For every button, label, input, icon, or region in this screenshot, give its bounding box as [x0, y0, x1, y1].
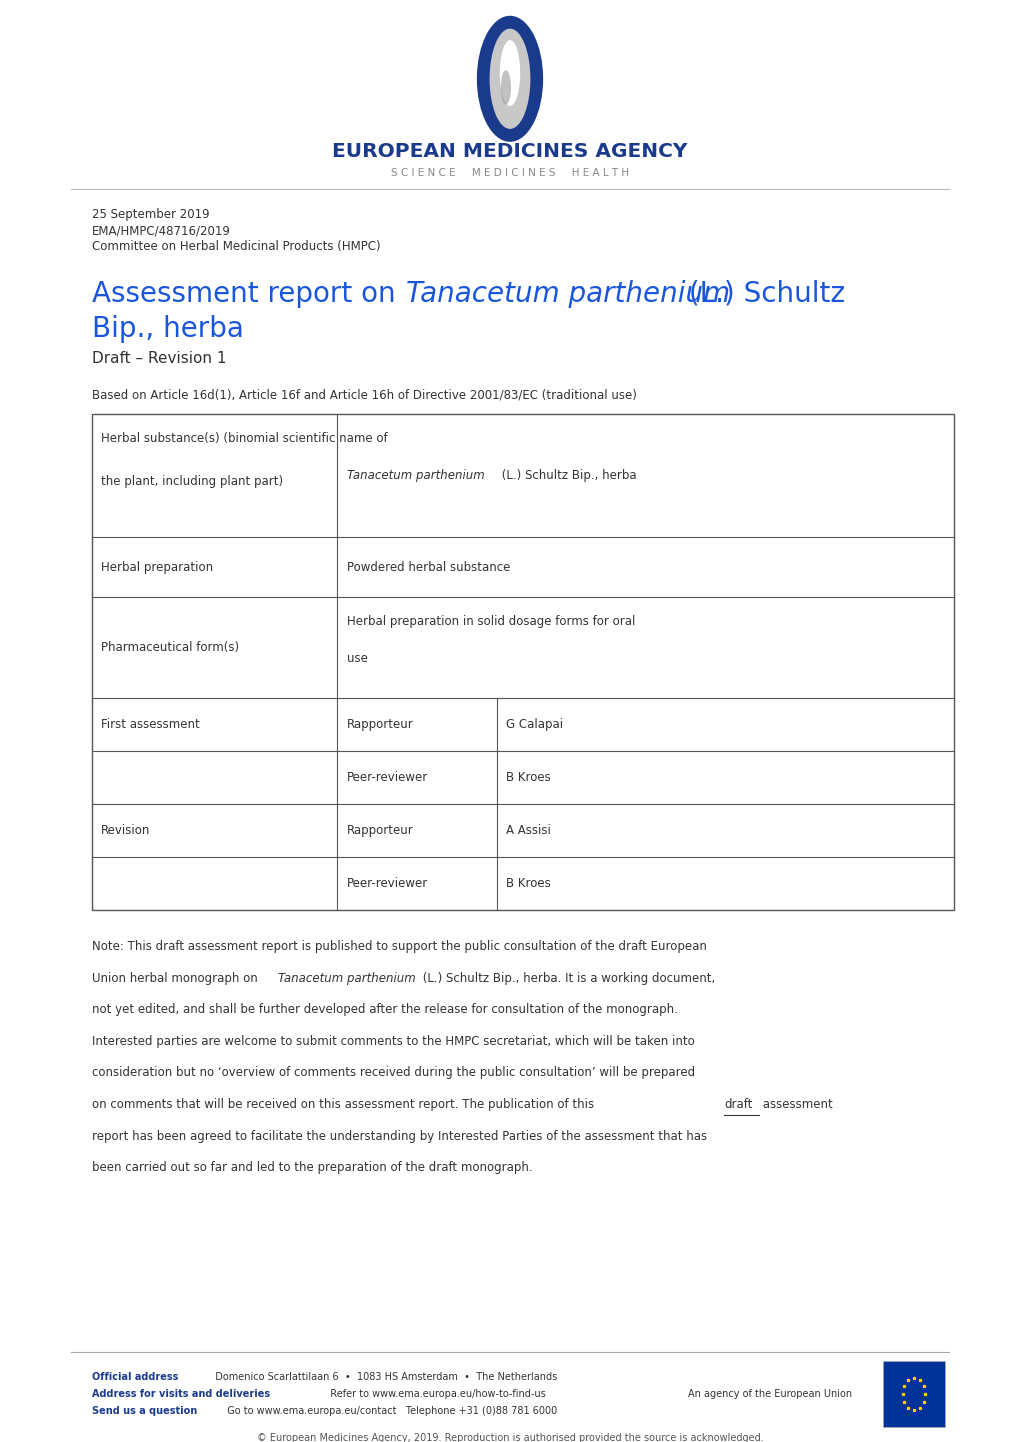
Bar	[92, 414, 953, 910]
Text: draft: draft	[723, 1097, 752, 1110]
Text: B Kroes: B Kroes	[505, 770, 550, 783]
Bar	[882, 1361, 944, 1426]
Text: not yet edited, and shall be further developed after the release for consultatio: not yet edited, and shall be further dev…	[92, 1004, 677, 1017]
Text: (L.) Schultz: (L.) Schultz	[680, 280, 845, 307]
Text: Address for visits and deliveries: Address for visits and deliveries	[92, 1389, 270, 1399]
Text: Interested parties are welcome to submit comments to the HMPC secretariat, which: Interested parties are welcome to submit…	[92, 1035, 694, 1048]
Text: First assessment: First assessment	[101, 718, 200, 731]
Text: Assessment report on: Assessment report on	[92, 280, 404, 307]
Text: Revision: Revision	[101, 823, 150, 836]
Text: Domenico Scarlattilaan 6  •  1083 HS Amsterdam  •  The Netherlands: Domenico Scarlattilaan 6 • 1083 HS Amste…	[209, 1371, 556, 1381]
Text: Tanacetum parthenium: Tanacetum parthenium	[346, 469, 484, 482]
Text: assessment: assessment	[758, 1097, 832, 1110]
Text: Note: This draft assessment report is published to support the public consultati: Note: This draft assessment report is pu…	[92, 940, 706, 953]
Text: the plant, including plant part): the plant, including plant part)	[101, 474, 283, 487]
Text: report has been agreed to facilitate the understanding by Interested Parties of : report has been agreed to facilitate the…	[92, 1129, 706, 1142]
Ellipse shape	[499, 40, 520, 107]
Text: Peer-reviewer: Peer-reviewer	[346, 770, 427, 783]
Text: Herbal preparation in solid dosage forms for oral: Herbal preparation in solid dosage forms…	[346, 616, 635, 629]
Text: An agency of the European Union: An agency of the European Union	[688, 1389, 852, 1399]
Text: Powdered herbal substance: Powdered herbal substance	[346, 561, 510, 574]
Text: Based on Article 16d(1), Article 16f and Article 16h of Directive 2001/83/EC (tr: Based on Article 16d(1), Article 16f and…	[92, 389, 636, 402]
Text: EMA/HMPC/48716/2019: EMA/HMPC/48716/2019	[92, 224, 230, 236]
Text: Herbal substance(s) (binomial scientific name of: Herbal substance(s) (binomial scientific…	[101, 431, 387, 446]
Text: Go to www.ema.europa.eu/contact   Telephone +31 (0)88 781 6000: Go to www.ema.europa.eu/contact Telephon…	[221, 1406, 557, 1416]
Ellipse shape	[500, 71, 511, 105]
Text: Tanacetum parthenium: Tanacetum parthenium	[278, 972, 416, 985]
Ellipse shape	[477, 16, 543, 141]
Text: Union herbal monograph on: Union herbal monograph on	[92, 972, 261, 985]
Text: © European Medicines Agency, 2019. Reproduction is authorised provided the sourc: © European Medicines Agency, 2019. Repro…	[257, 1433, 762, 1442]
Text: been carried out so far and led to the preparation of the draft monograph.: been carried out so far and led to the p…	[92, 1161, 532, 1174]
Text: Tanacetum parthenium: Tanacetum parthenium	[406, 280, 730, 307]
Text: (L.) Schultz Bip., herba: (L.) Schultz Bip., herba	[497, 469, 636, 482]
Text: use: use	[346, 652, 367, 665]
Text: B Kroes: B Kroes	[505, 877, 550, 890]
Text: Refer to www.ema.europa.eu/how-to-find-us: Refer to www.ema.europa.eu/how-to-find-u…	[324, 1389, 545, 1399]
Text: G Calapai: G Calapai	[505, 718, 562, 731]
Text: Peer-reviewer: Peer-reviewer	[346, 877, 427, 890]
Text: on comments that will be received on this assessment report. The publication of : on comments that will be received on thi…	[92, 1097, 597, 1110]
Text: Bip., herba: Bip., herba	[92, 316, 244, 343]
Text: S C I E N C E     M E D I C I N E S     H E A L T H: S C I E N C E M E D I C I N E S H E A L …	[390, 169, 629, 179]
Text: Rapporteur: Rapporteur	[346, 718, 413, 731]
Text: Draft – Revision 1: Draft – Revision 1	[92, 350, 226, 366]
Text: Pharmaceutical form(s): Pharmaceutical form(s)	[101, 642, 238, 655]
Text: A Assisi: A Assisi	[505, 823, 550, 836]
Text: consideration but no ‘overview of comments received during the public consultati: consideration but no ‘overview of commen…	[92, 1067, 694, 1080]
Text: Committee on Herbal Medicinal Products (HMPC): Committee on Herbal Medicinal Products (…	[92, 239, 380, 252]
Text: Official address: Official address	[92, 1371, 178, 1381]
Text: 25 September 2019: 25 September 2019	[92, 209, 209, 222]
Text: Herbal preparation: Herbal preparation	[101, 561, 213, 574]
Ellipse shape	[489, 29, 530, 128]
Text: (L.) Schultz Bip., herba. It is a working document,: (L.) Schultz Bip., herba. It is a workin…	[419, 972, 714, 985]
Text: Send us a question: Send us a question	[92, 1406, 197, 1416]
Text: Rapporteur: Rapporteur	[346, 823, 413, 836]
Text: EUROPEAN MEDICINES AGENCY: EUROPEAN MEDICINES AGENCY	[332, 143, 687, 162]
